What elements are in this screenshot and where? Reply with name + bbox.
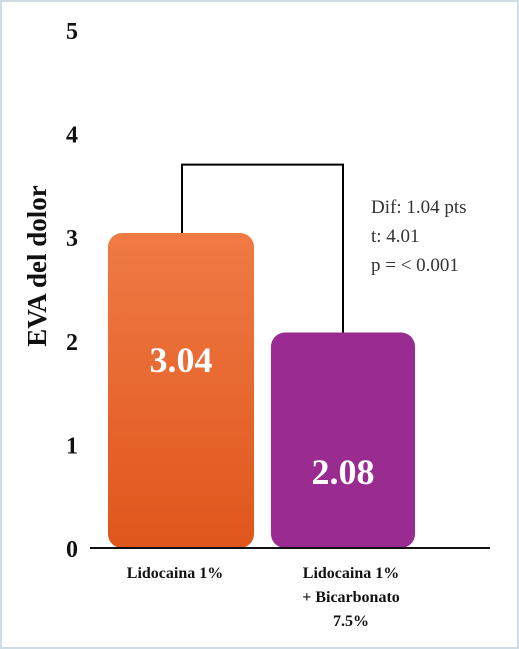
y-tick-label: 1 [66, 433, 78, 459]
stat-annotation-line: Dif: 1.04 pts [371, 197, 467, 218]
bar-value-label: 2.08 [312, 452, 375, 492]
bar-value-label: 3.04 [150, 340, 213, 380]
y-tick-label: 0 [66, 537, 78, 563]
y-tick-label: 3 [66, 226, 78, 252]
bar [108, 233, 254, 548]
significance-bracket [181, 163, 344, 333]
y-tick-label: 5 [66, 19, 78, 45]
y-tick-label: 2 [66, 330, 78, 356]
x-tick-label: 7.5% [333, 613, 369, 630]
stat-annotation-line: t: 4.01 [371, 226, 420, 247]
x-tick-label: + Bicarbonato [302, 589, 400, 606]
x-tick-label: Lidocaina 1% [127, 565, 223, 582]
y-tick-label: 4 [66, 123, 78, 149]
y-axis-label: EVA del dolor [22, 185, 52, 347]
bar [271, 332, 415, 548]
stat-annotation-line: p = < 0.001 [371, 255, 459, 276]
x-tick-label: Lidocaina 1% [303, 565, 399, 582]
